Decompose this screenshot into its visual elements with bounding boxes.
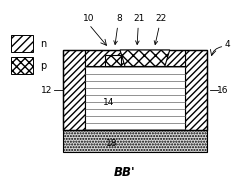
Bar (63, 130, 207, 152)
Text: 16: 16 (218, 86, 229, 95)
Polygon shape (120, 50, 170, 66)
Text: 21: 21 (133, 14, 144, 45)
Bar (85, 66, 185, 130)
Bar (85, 50, 185, 66)
Text: 4: 4 (224, 40, 230, 49)
Bar (11, 35, 33, 52)
Bar (105, 55, 121, 66)
Bar (63, 130, 207, 152)
Text: p: p (40, 61, 47, 70)
Text: 22: 22 (154, 14, 167, 45)
Text: 14: 14 (103, 98, 115, 107)
Bar (63, 50, 85, 130)
Text: 10: 10 (83, 14, 95, 23)
Text: 12: 12 (41, 86, 52, 95)
Text: n: n (40, 39, 47, 49)
Bar (185, 50, 207, 130)
Text: 8: 8 (114, 14, 122, 45)
Text: BB': BB' (114, 166, 136, 179)
Bar (63, 50, 207, 130)
Text: 18: 18 (106, 139, 117, 148)
Bar (11, 57, 33, 74)
